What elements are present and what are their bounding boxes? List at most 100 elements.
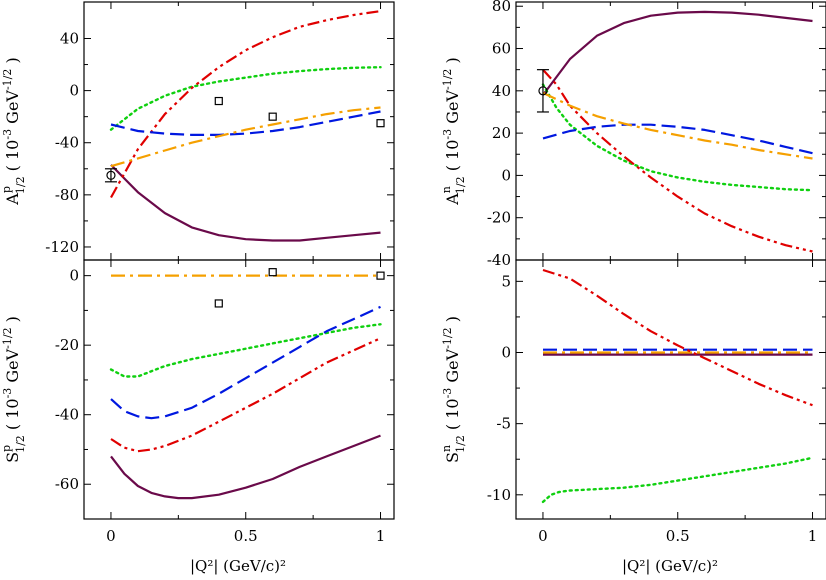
y-axis-label-part: n — [440, 186, 453, 193]
series-blue-dashed — [110, 110, 381, 136]
y-tick-label: 40 — [492, 82, 511, 100]
x-tick-label: 0 — [538, 527, 548, 545]
data-point-circle — [106, 170, 116, 180]
y-axis-label-part: A — [443, 193, 462, 206]
y-axis-label-part: 1/2 — [454, 176, 467, 194]
plot-frame — [83, 1, 395, 261]
y-tick-label: -5 — [496, 415, 511, 433]
y-axis-label-part: ) — [3, 316, 22, 327]
plot-frame — [515, 1, 826, 261]
y-axis-label-part: p — [0, 445, 13, 452]
y-tick-label: 60 — [492, 40, 511, 58]
panel-Sp: 0 -20 -40 -60 0 0.5 1 Sp1/2 ( 10-3 GeV-1/2 ) — [0, 259, 395, 545]
y-tick-label: -120 — [45, 238, 79, 256]
x-tick-label: 0 — [106, 527, 116, 545]
series-group — [541, 268, 814, 504]
y-tick-label: -20 — [487, 209, 511, 227]
y-axis-label-part: ) — [443, 57, 462, 68]
y-tick-label: 0 — [69, 267, 79, 285]
y-axis-label-part: -1/2 — [441, 327, 454, 348]
series-orange-dashdot — [542, 91, 813, 160]
data-point-square — [214, 299, 223, 308]
y-axis-label-part: ) — [3, 57, 22, 68]
series-green-dotted — [109, 66, 382, 131]
y-tick-label: -40 — [487, 251, 511, 269]
data-point-circle — [538, 86, 548, 96]
y-axis-label-part: ( 10 — [3, 398, 22, 435]
series-red-dashdotdot — [110, 10, 381, 199]
y-axis-label-part: -3 — [441, 129, 454, 140]
series-group — [109, 274, 382, 500]
x-tick-label: 1 — [376, 527, 386, 545]
data-point-square — [214, 96, 223, 106]
series-group — [541, 10, 814, 253]
x-tick-label: 1 — [808, 527, 818, 545]
x-axis-label-left: |Q²| (GeV/c)² — [190, 557, 286, 575]
y-axis-label-part: -3 — [1, 388, 14, 399]
y-axis-label-part: -1/2 — [1, 327, 14, 348]
y-axis-label-part: ( 10 — [443, 140, 462, 177]
data-point-square — [268, 268, 277, 277]
y-tick-label: 0 — [501, 344, 511, 362]
y-axis-label-part: -3 — [441, 388, 454, 399]
series-green-dotted — [109, 323, 382, 378]
series-blue-dashed — [110, 305, 381, 420]
y-axis-label-part: GeV — [443, 348, 462, 387]
y-tick-label: -60 — [55, 475, 79, 493]
y-axis-label-part: S — [443, 452, 462, 463]
y-axis-label-part: n — [440, 445, 453, 452]
series-orange-dashdot — [110, 106, 381, 168]
series-blue-dashed — [542, 123, 813, 155]
data-point-square — [376, 271, 385, 280]
series-purple-solid — [542, 10, 813, 96]
y-axis-label-part: ( 10 — [443, 398, 462, 435]
y-axis-label: Sn1/2 ( 10-3 GeV-1/2 ) — [440, 316, 467, 463]
y-axis-label-part: ( 10 — [3, 140, 22, 177]
y-axis-label-part: GeV — [443, 90, 462, 129]
y-tick-label: -40 — [55, 406, 79, 424]
series-red-dashdotdot — [542, 268, 813, 407]
x-tick-label: 0.5 — [666, 527, 690, 545]
plot-frame — [83, 259, 395, 520]
y-tick-label: 40 — [60, 29, 79, 47]
y-axis-label-part: S — [3, 452, 22, 463]
panel-Sn: 5 0 -5 -10 0 0.5 1 Sn1/2 ( 10-3 GeV-1/2 ) — [440, 259, 826, 545]
y-axis-label: Sp1/2 ( 10-3 GeV-1/2 ) — [0, 316, 27, 463]
series-red-dashdotdot — [110, 337, 381, 453]
y-tick-label: 5 — [501, 272, 511, 290]
y-axis-label-part: ) — [443, 316, 462, 327]
y-tick-label: 80 — [492, 0, 511, 15]
y-axis-label-part: 1/2 — [14, 435, 27, 453]
series-group — [109, 10, 382, 242]
data-point-square — [268, 112, 277, 121]
x-tick-label: 0.5 — [234, 527, 258, 545]
series-green-dotted — [541, 83, 814, 192]
y-tick-label: -40 — [55, 134, 79, 152]
y-tick-label: -10 — [487, 486, 511, 504]
series-purple-solid — [110, 164, 381, 242]
y-axis-label: Ap1/2 ( 10-3 GeV-1/2 ) — [0, 57, 27, 205]
data-point-square — [376, 119, 385, 128]
y-axis-label-part: -1/2 — [1, 69, 14, 90]
plot-frame — [515, 259, 826, 520]
y-axis-label-part: GeV — [3, 90, 22, 129]
series-green-dotted — [541, 456, 814, 504]
series-purple-solid — [110, 434, 381, 500]
series-red-dashdotdot — [542, 68, 813, 253]
y-tick-label: 20 — [492, 124, 511, 142]
panel-An: 80 60 40 20 0 -20 -40 An1/2 ( 10-3 GeV-1/2 ) — [440, 0, 826, 269]
panel-Ap: 40 0 -40 -80 -120 Ap1/2 ( 10-3 GeV-1/2 ) — [0, 1, 395, 261]
y-axis-label-part: -1/2 — [441, 69, 454, 90]
x-axis-label-right: |Q²| (GeV/c)² — [622, 557, 718, 575]
y-axis-label-part: -3 — [1, 129, 14, 140]
y-axis-label-part: 1/2 — [14, 176, 27, 194]
y-axis-label-part: 1/2 — [454, 435, 467, 453]
y-axis-label-part: p — [0, 186, 13, 193]
y-axis-label-part: GeV — [3, 348, 22, 387]
y-tick-label: 0 — [501, 166, 511, 184]
y-axis-label-part: A — [3, 193, 22, 206]
y-tick-label: -20 — [55, 336, 79, 354]
y-tick-label: 0 — [69, 82, 79, 100]
y-axis-label: An1/2 ( 10-3 GeV-1/2 ) — [440, 57, 467, 206]
